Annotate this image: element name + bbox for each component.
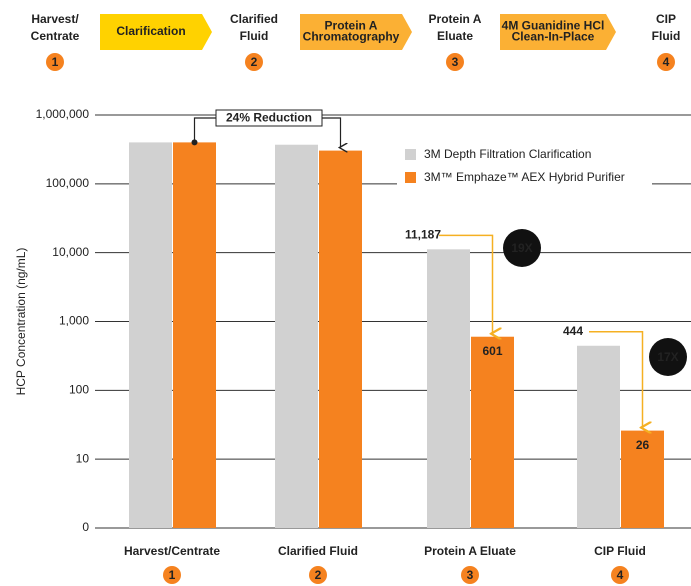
process-arrow-label: Chromatography [303, 30, 400, 44]
bar [471, 336, 514, 528]
y-tick-label: 1,000,000 [36, 107, 90, 121]
fold-label: 19X [511, 241, 532, 255]
process-arrow-label: 4M Guanidine HCl [502, 19, 605, 33]
y-tick-label: 10 [76, 451, 90, 465]
step-number: 4 [617, 568, 624, 582]
fold-badge [649, 338, 687, 376]
bar [129, 142, 172, 528]
step-label: CIP [656, 12, 676, 26]
x-tick-label: Harvest/Centrate [124, 544, 220, 558]
legend-bg [397, 142, 652, 190]
process-arrow-label: Clean-In-Place [512, 30, 595, 44]
y-tick-label: 1,000 [59, 314, 89, 328]
y-tick-label: 100 [69, 383, 89, 397]
step-badge [446, 53, 464, 71]
bar [577, 345, 620, 528]
process-arrow [300, 14, 412, 50]
step-number: 2 [315, 568, 322, 582]
bar [319, 150, 362, 529]
fold-arrow [589, 331, 643, 428]
step-badge [611, 566, 629, 584]
step-label: Fluid [652, 29, 681, 43]
step-label: Clarified [230, 12, 278, 26]
data-label: 444 [563, 324, 583, 338]
annotation-box [215, 109, 323, 127]
legend-swatch [405, 149, 416, 160]
bar [621, 430, 664, 528]
legend-swatch [405, 172, 416, 183]
process-arrow-label: Clarification [116, 24, 185, 38]
step-badge [163, 566, 181, 584]
step-label: Protein A [429, 12, 482, 26]
x-tick-label: Clarified Fluid [278, 544, 358, 558]
step-badge [461, 566, 479, 584]
step-number: 3 [452, 55, 459, 69]
process-arrow [500, 14, 616, 50]
legend-label: 3M Depth Filtration Clarification [424, 147, 591, 161]
bar [275, 144, 318, 529]
step-number: 2 [251, 55, 258, 69]
y-axis-label: HCP Concentration (ng/mL) [14, 248, 28, 396]
annotation-label: 24% Reduction [226, 111, 312, 125]
y-tick-label: 10,000 [52, 245, 89, 259]
step-number: 3 [467, 568, 474, 582]
process-arrow [100, 14, 212, 50]
step-badge [657, 53, 675, 71]
step-number: 1 [52, 55, 59, 69]
data-label: 26 [636, 438, 650, 452]
step-label: Harvest/ [31, 12, 79, 26]
step-label: Fluid [240, 29, 269, 43]
step-badge [309, 566, 327, 584]
step-number: 1 [169, 568, 176, 582]
bar [427, 249, 470, 528]
process-arrow-label: Protein A [325, 19, 378, 33]
step-badge [46, 53, 64, 71]
fold-label: 17X [657, 350, 678, 364]
fold-arrow [439, 234, 493, 333]
data-label: 601 [482, 344, 502, 358]
step-number: 4 [663, 55, 670, 69]
step-label: Eluate [437, 29, 473, 43]
x-tick-label: CIP Fluid [594, 544, 646, 558]
y-tick-label: 100,000 [46, 176, 90, 190]
data-label: 11,187 [405, 227, 441, 241]
step-badge [245, 53, 263, 71]
legend-label: 3M™ Emphaze™ AEX Hybrid Purifier [424, 170, 625, 184]
step-label: Centrate [31, 29, 80, 43]
x-tick-label: Protein A Eluate [424, 544, 516, 558]
y-tick-label: 0 [82, 520, 89, 534]
bar [173, 142, 216, 528]
fold-badge [503, 229, 541, 267]
